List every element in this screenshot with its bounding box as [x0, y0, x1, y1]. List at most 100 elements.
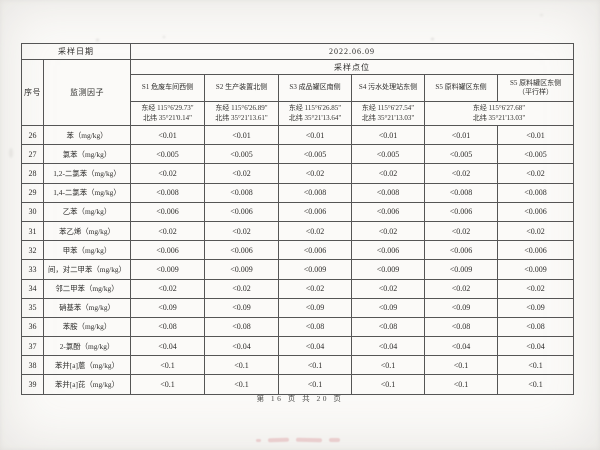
- table-row: 27 氯苯（mg/kg） <0.005 <0.005 <0.005 <0.005 <0.00…: [21, 144, 575, 165]
- row-number-cell: 27: [21, 144, 44, 165]
- row-number-cell: 34: [21, 278, 44, 299]
- value-cell: <0.1: [496, 355, 575, 376]
- row-number-cell: 31: [21, 220, 44, 242]
- value-cell: <0.1: [351, 374, 425, 395]
- site-header-cell: S3 成品罐区南侧: [278, 74, 352, 102]
- value-cell: <0.008: [351, 182, 425, 203]
- value-cell: <0.1: [130, 374, 205, 395]
- site-coordinates-cell: 东经 115°6'27.68" 北纬 35°21'13.03": [423, 101, 575, 126]
- value-cell: <0.006: [496, 201, 575, 222]
- monitoring-table: 采样日期 2022.06.09 序号 监测因子 采样点位 S1 危废车间西侧 S2…: [21, 43, 575, 395]
- value-cell: <0.005: [496, 144, 575, 165]
- value-cell: <0.01: [496, 124, 575, 146]
- site-section-header: 采样点位: [129, 59, 575, 75]
- row-number-cell: 29: [21, 182, 44, 203]
- value-cell: <0.008: [278, 182, 352, 203]
- value-cell: <0.04: [351, 336, 425, 357]
- value-cell: <0.1: [496, 374, 575, 395]
- table-row: 32 甲苯（mg/kg） <0.006 <0.006 <0.006 <0.006 <0.00…: [21, 240, 575, 261]
- value-cell: <0.08: [424, 316, 498, 338]
- row-number-cell: 32: [21, 240, 44, 261]
- factor-cell: 苯并[a]芘（mg/kg）: [43, 374, 131, 395]
- table-row: 37 2-氯酚（mg/kg） <0.04 <0.04 <0.04 <0.04 <0.04 <0…: [21, 336, 575, 357]
- scan-speck: [96, 39, 99, 41]
- value-cell: <0.01: [278, 124, 352, 146]
- value-cell: <0.006: [351, 240, 425, 261]
- value-cell: <0.1: [424, 355, 498, 376]
- value-cell: <0.1: [278, 374, 352, 395]
- value-cell: <0.1: [278, 355, 352, 376]
- value-cell: <0.08: [496, 316, 575, 338]
- row-number-cell: 36: [21, 316, 44, 338]
- value-cell: <0.006: [278, 201, 352, 222]
- table-row: 33 间，对二甲苯（mg/kg） <0.009 <0.009 <0.009 <0.009 <…: [21, 259, 575, 280]
- factor-cell: 间，对二甲苯（mg/kg）: [43, 259, 131, 280]
- site-section-row: 序号 监测因子 采样点位: [21, 59, 575, 126]
- factor-cell: 苯乙烯（mg/kg）: [43, 220, 131, 242]
- site-header-cell: S2 生产装置北侧: [204, 74, 279, 102]
- value-cell: <0.006: [130, 201, 205, 222]
- table-row: 36 苯胺（mg/kg） <0.08 <0.08 <0.08 <0.08 <0.08 <0.0…: [21, 316, 575, 338]
- row-number-cell: 28: [21, 163, 44, 184]
- sampling-date-label: 采样日期: [21, 43, 131, 60]
- value-cell: <0.1: [204, 355, 279, 376]
- value-cell: <0.008: [496, 182, 575, 203]
- row-number-cell: 39: [21, 374, 44, 395]
- factor-cell: 苯胺（mg/kg）: [43, 316, 131, 338]
- value-cell: <0.02: [351, 163, 425, 184]
- value-cell: <0.009: [130, 259, 205, 280]
- monitoring-table-wrapper: 采样日期 2022.06.09 序号 监测因子 采样点位 S1 危废车间西侧 S2…: [21, 43, 575, 395]
- row-number-cell: 26: [21, 124, 44, 146]
- value-cell: <0.02: [204, 278, 279, 299]
- value-cell: <0.09: [496, 297, 575, 318]
- table-row: 34 邻二甲苯（mg/kg） <0.02 <0.02 <0.02 <0.02 <0.02 <0…: [21, 278, 575, 299]
- site-header-cell: S5 原料罐区东侧: [424, 74, 498, 102]
- monitoring-factor-header: 监测因子: [43, 59, 131, 126]
- factor-cell: 苯（mg/kg）: [43, 124, 131, 146]
- value-cell: <0.09: [204, 297, 279, 318]
- row-number-cell: 30: [21, 201, 44, 222]
- value-cell: <0.01: [351, 124, 425, 146]
- faint-red-stamp-marks: [256, 431, 371, 443]
- value-cell: <0.006: [130, 240, 205, 261]
- value-cell: <0.006: [204, 240, 279, 261]
- value-cell: <0.01: [204, 124, 279, 146]
- value-cell: <0.04: [204, 336, 279, 357]
- value-cell: <0.005: [130, 144, 205, 165]
- serial-number-header: 序号: [21, 59, 44, 126]
- value-cell: <0.02: [351, 278, 425, 299]
- value-cell: <0.006: [204, 201, 279, 222]
- table-row: 38 苯并[a]蒽（mg/kg） <0.1 <0.1 <0.1 <0.1 <0.1 <0.1: [21, 355, 575, 376]
- value-cell: <0.02: [424, 220, 498, 242]
- site-header-cell: S4 污水处理站东侧: [351, 74, 425, 102]
- value-cell: <0.009: [351, 259, 425, 280]
- value-cell: <0.02: [130, 163, 205, 184]
- value-cell: <0.008: [204, 182, 279, 203]
- value-cell: <0.08: [351, 316, 425, 338]
- row-number-cell: 33: [21, 259, 44, 280]
- value-cell: <0.09: [351, 297, 425, 318]
- value-cell: <0.02: [424, 163, 498, 184]
- value-cell: <0.04: [130, 336, 205, 357]
- value-cell: <0.005: [424, 144, 498, 165]
- site-coords-row: 东经 115°6'29.73" 北纬 35°21'0.14" 东经 115°6'26…: [22, 101, 575, 126]
- sampling-date-value: 2022.06.09: [129, 43, 575, 60]
- table-row: 26 苯（mg/kg） <0.01 <0.01 <0.01 <0.01 <0.01 <0.01: [21, 124, 575, 146]
- value-cell: <0.1: [204, 374, 279, 395]
- value-cell: <0.005: [351, 144, 425, 165]
- value-cell: <0.1: [351, 355, 425, 376]
- site-coordinates-cell: 东经 115°6'26.85" 北纬 35°21'13.64": [278, 101, 352, 126]
- value-cell: <0.02: [496, 163, 575, 184]
- value-cell: <0.02: [496, 220, 575, 242]
- value-cell: <0.08: [204, 316, 279, 338]
- value-cell: <0.09: [424, 297, 498, 318]
- value-cell: <0.009: [496, 259, 575, 280]
- row-number-cell: 38: [21, 355, 44, 376]
- table-row: 30 乙苯（mg/kg） <0.006 <0.006 <0.006 <0.006 <0.00…: [21, 201, 575, 222]
- value-cell: <0.02: [278, 163, 352, 184]
- value-cell: <0.006: [496, 240, 575, 261]
- factor-cell: 1,4-二氯苯（mg/kg）: [43, 182, 131, 203]
- value-cell: <0.009: [424, 259, 498, 280]
- factor-cell: 氯苯（mg/kg）: [43, 144, 131, 165]
